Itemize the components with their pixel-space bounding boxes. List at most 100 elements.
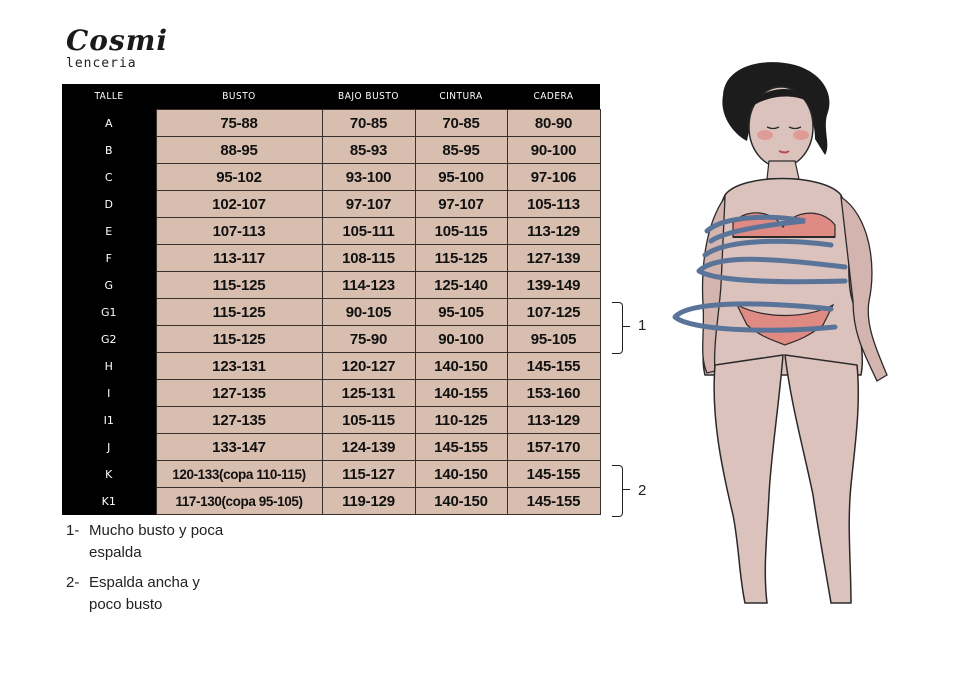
table-row: B 88-95 85-93 85-95 90-100 — [62, 136, 601, 164]
talle-cell: K1 — [62, 487, 156, 515]
busto-cell: 115-125 — [155, 271, 323, 299]
bajo-busto-cell: 105-111 — [321, 217, 416, 245]
table-row: F 113-117 108-115 115-125 127-139 — [62, 244, 601, 272]
table-row: C 95-102 93-100 95-100 97-106 — [62, 163, 601, 191]
table-row: H 123-131 120-127 140-150 145-155 — [62, 352, 601, 380]
bajo-busto-cell: 115-127 — [321, 460, 416, 488]
talle-cell: G2 — [62, 325, 156, 353]
talle-cell: J — [62, 433, 156, 461]
table-row: K1 117-130(copa 95-105) 119-129 140-150 145-… — [62, 487, 601, 515]
note-2: 2- Espalda ancha y poco busto — [66, 572, 229, 616]
cintura-cell: 110-125 — [414, 406, 508, 434]
busto-cell: 127-135 — [155, 406, 323, 434]
table-body: A 75-88 70-85 70-85 80-90 B 88-95 85-93 85-95 90-… — [62, 109, 601, 515]
header-busto: BUSTO — [156, 84, 322, 110]
table-row: G1 115-125 90-105 95-105 107-125 — [62, 298, 601, 326]
cadera-cell: 80-90 — [506, 109, 601, 137]
busto-cell: 75-88 — [155, 109, 323, 137]
busto-cell: 133-147 — [155, 433, 323, 461]
brand-name: Cosmi — [66, 24, 168, 57]
busto-cell: 115-125 — [155, 325, 323, 353]
cadera-cell: 90-100 — [506, 136, 601, 164]
talle-cell: H — [62, 352, 156, 380]
cadera-cell: 105-113 — [506, 190, 601, 218]
cadera-cell: 95-105 — [506, 325, 601, 353]
table-row: G 115-125 114-123 125-140 139-149 — [62, 271, 601, 299]
busto-cell: 88-95 — [155, 136, 323, 164]
busto-cell: 107-113 — [155, 217, 323, 245]
cintura-cell: 140-155 — [414, 379, 508, 407]
cadera-cell: 145-155 — [506, 487, 601, 515]
busto-cell: 115-125 — [155, 298, 323, 326]
bajo-busto-cell: 119-129 — [321, 487, 416, 515]
cintura-cell: 140-150 — [414, 460, 508, 488]
bajo-busto-cell: 85-93 — [321, 136, 416, 164]
note-text: Espalda ancha y poco busto — [89, 574, 200, 613]
bajo-busto-cell: 90-105 — [321, 298, 416, 326]
cadera-cell: 107-125 — [506, 298, 601, 326]
table-row: E 107-113 105-111 105-115 113-129 — [62, 217, 601, 245]
cintura-cell: 105-115 — [414, 217, 508, 245]
bust-arrow — [704, 214, 806, 244]
busto-cell: 120-133(copa 110-115) — [155, 460, 323, 488]
bajo-busto-cell: 105-115 — [321, 406, 416, 434]
cintura-cell: 95-105 — [414, 298, 508, 326]
busto-cell: 123-131 — [155, 352, 323, 380]
busto-cell: 127-135 — [155, 379, 323, 407]
talle-cell: G — [62, 271, 156, 299]
table-row: I1 127-135 105-115 110-125 113-129 — [62, 406, 601, 434]
table-row: I 127-135 125-131 140-155 153-160 — [62, 379, 601, 407]
bracket-2 — [612, 465, 623, 517]
bajo-busto-cell: 97-107 — [321, 190, 416, 218]
right-leg-shape — [784, 354, 860, 604]
busto-cell: 102-107 — [155, 190, 323, 218]
note-1: 1- Mucho busto y poca espalda — [66, 520, 229, 564]
notes: 1- Mucho busto y poca espalda 2- Espalda… — [66, 520, 229, 624]
table-row: K 120-133(copa 110-115) 115-127 140-150 145-… — [62, 460, 601, 488]
cintura-cell: 140-150 — [414, 352, 508, 380]
cadera-cell: 157-170 — [506, 433, 601, 461]
waist-arrow — [696, 256, 848, 285]
cadera-cell: 97-106 — [506, 163, 601, 191]
talle-cell: E — [62, 217, 156, 245]
talle-cell: I1 — [62, 406, 156, 434]
left-leg-shape — [713, 354, 784, 604]
header-cintura: CINTURA — [415, 84, 507, 110]
cintura-cell: 85-95 — [414, 136, 508, 164]
header-bajo-busto: BAJO BUSTO — [322, 84, 415, 110]
note-number: 1- — [66, 522, 80, 539]
bajo-busto-cell: 93-100 — [321, 163, 416, 191]
cadera-cell: 113-129 — [506, 406, 601, 434]
cintura-cell: 115-125 — [414, 244, 508, 272]
table-header-row: TALLE BUSTO BAJO BUSTO CINTURA CADERA — [62, 84, 600, 110]
cintura-cell: 70-85 — [414, 109, 508, 137]
cintura-cell: 145-155 — [414, 433, 508, 461]
table-row: A 75-88 70-85 70-85 80-90 — [62, 109, 601, 137]
brand-logo: Cosmi lenceria — [66, 24, 168, 72]
note-number: 2- — [66, 574, 80, 591]
bracket-2-label: 2 — [638, 482, 647, 499]
header-talle: TALLE — [62, 84, 156, 110]
bajo-busto-cell: 124-139 — [321, 433, 416, 461]
busto-cell: 113-117 — [155, 244, 323, 272]
cadera-cell: 145-155 — [506, 352, 601, 380]
note-text: Mucho busto y poca espalda — [89, 522, 224, 561]
talle-cell: I — [62, 379, 156, 407]
talle-cell: C — [62, 163, 156, 191]
talle-cell: F — [62, 244, 156, 272]
hip-arrow — [672, 301, 838, 333]
body-measurement-illustration — [672, 62, 888, 604]
bajo-busto-cell: 70-85 — [321, 109, 416, 137]
talle-cell: A — [62, 109, 156, 137]
panties-shape — [735, 303, 835, 346]
cintura-cell: 125-140 — [414, 271, 508, 299]
cadera-cell: 139-149 — [506, 271, 601, 299]
cadera-cell: 145-155 — [506, 460, 601, 488]
bracket-2-tick — [623, 489, 630, 490]
cadera-cell: 153-160 — [506, 379, 601, 407]
bracket-1-tick — [623, 326, 630, 327]
underbust-arrow — [702, 238, 834, 258]
bajo-busto-cell: 114-123 — [321, 271, 416, 299]
bracket-1-label: 1 — [638, 317, 647, 334]
